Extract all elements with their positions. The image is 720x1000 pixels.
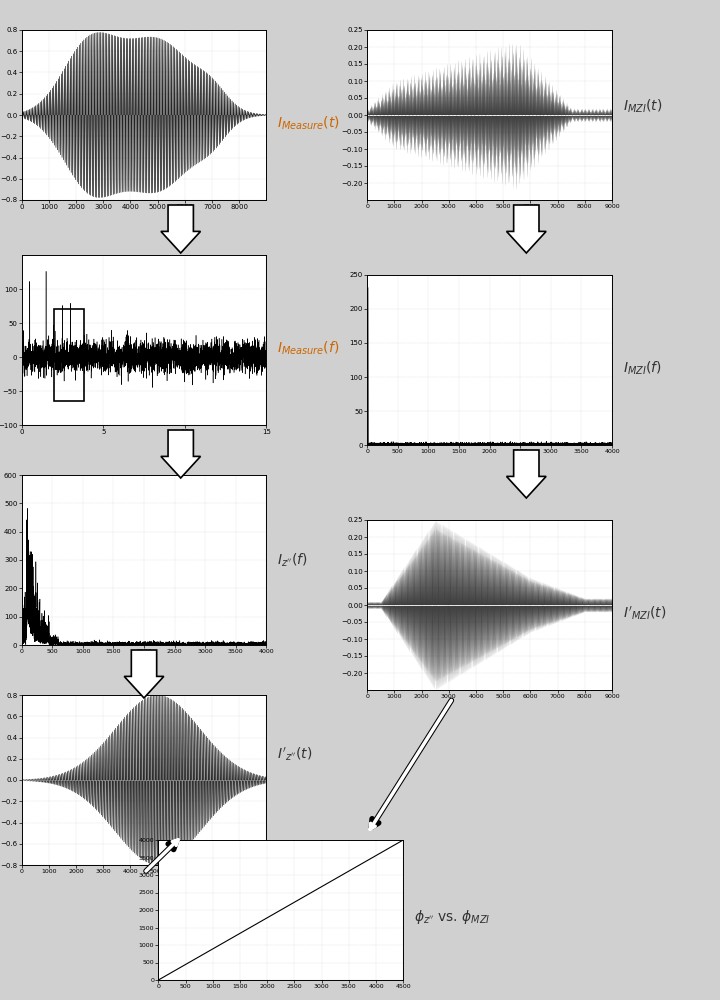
Text: $I_{MZI}(t)$: $I_{MZI}(t)$ (623, 98, 662, 115)
Text: $I_{MZI}(f)$: $I_{MZI}(f)$ (623, 360, 662, 377)
Polygon shape (125, 650, 164, 698)
Text: $I_{z''}(f)$: $I_{z''}(f)$ (277, 551, 307, 569)
Polygon shape (161, 205, 200, 253)
Text: $I_{Measure}(t)$: $I_{Measure}(t)$ (277, 115, 341, 132)
Text: $I'_{MZI}(t)$: $I'_{MZI}(t)$ (623, 605, 667, 622)
Polygon shape (507, 205, 546, 253)
Text: $I'_{z''}(t)$: $I'_{z''}(t)$ (277, 746, 312, 763)
Text: $I_{Measure}(f)$: $I_{Measure}(f)$ (277, 340, 340, 357)
Bar (54, 309, 84, 401)
Text: $\phi_{z''}$ vs. $\phi_{MZI}$: $\phi_{z''}$ vs. $\phi_{MZI}$ (414, 908, 490, 926)
Polygon shape (161, 430, 200, 478)
Polygon shape (507, 450, 546, 498)
